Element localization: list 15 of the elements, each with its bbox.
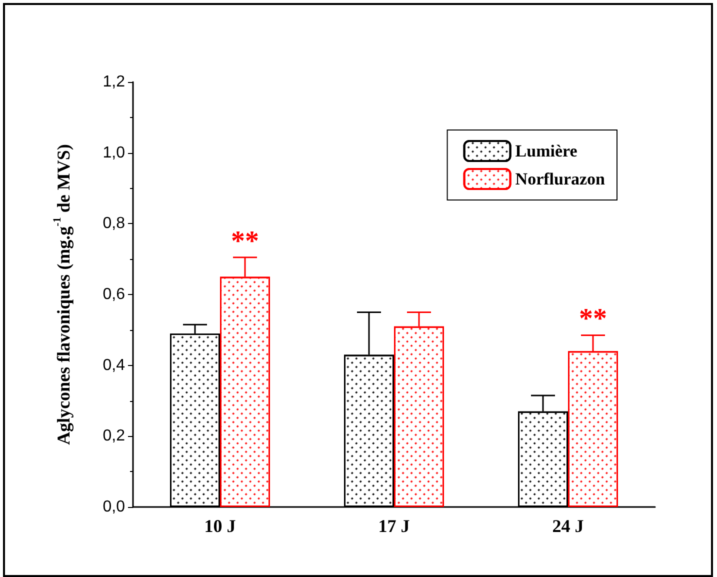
y-axis-title: Aglycones flavoniques (mg.g-1 de MVS) — [52, 144, 74, 445]
y-tick-label: 0,2 — [102, 428, 126, 445]
x-tick-label: 10 J — [204, 516, 236, 536]
annotation: ** — [231, 226, 259, 257]
y-tick-label: 0,0 — [102, 498, 126, 516]
x-tick-label: 17 J — [378, 516, 410, 536]
x-tick-label: 24 J — [552, 516, 584, 536]
legend-label: Lumière — [515, 142, 578, 160]
y-tick-label: 0,8 — [102, 215, 126, 232]
y-tick-label: 1,0 — [102, 144, 126, 162]
y-tick-label: 1,2 — [102, 74, 126, 90]
y-tick-label: 0,6 — [102, 286, 126, 303]
legend-label: Norflurazon — [515, 170, 606, 188]
annotation: ** — [579, 304, 607, 335]
y-tick-label: 0,4 — [102, 356, 126, 374]
